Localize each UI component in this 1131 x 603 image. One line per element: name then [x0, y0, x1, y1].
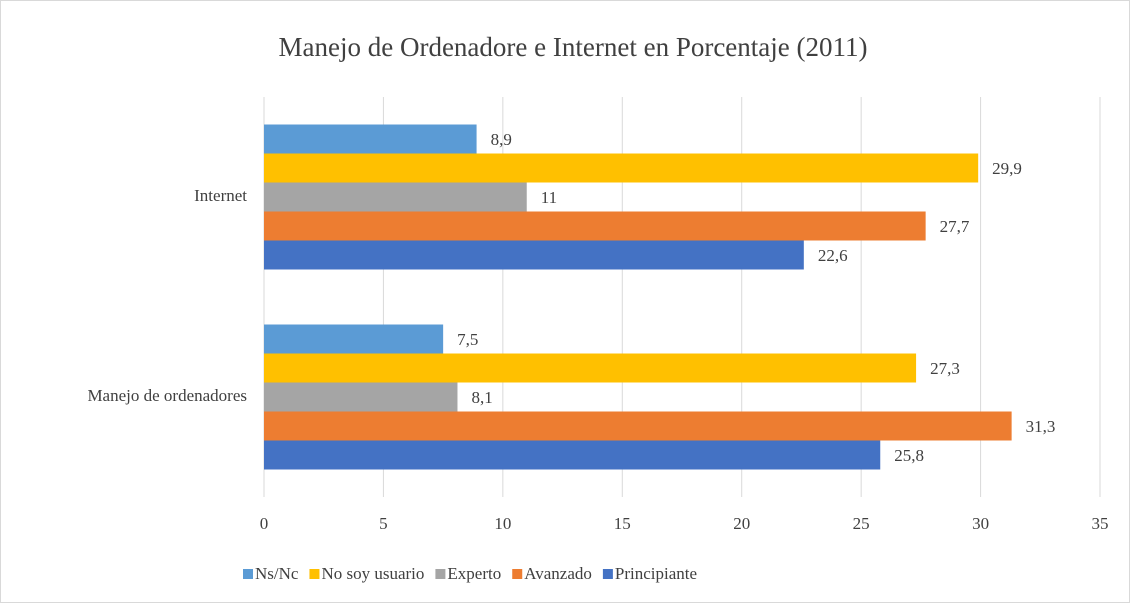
bar [264, 240, 804, 270]
x-tick-label: 35 [1092, 514, 1109, 533]
legend-swatch [435, 569, 446, 579]
bar [264, 211, 926, 241]
bar [264, 411, 1012, 441]
data-label: 29,9 [992, 159, 1022, 178]
data-label: 11 [541, 188, 557, 207]
data-label: 27,7 [940, 217, 970, 236]
bar [264, 353, 917, 383]
x-tick-label: 0 [260, 514, 269, 533]
x-tick-label: 15 [614, 514, 631, 533]
x-tick-label: 30 [972, 514, 989, 533]
legend-label: Ns/Nc [255, 564, 299, 583]
bar [264, 440, 881, 470]
legend-swatch [512, 569, 523, 579]
legend-swatch [602, 569, 613, 579]
x-tick-label: 20 [733, 514, 750, 533]
x-tick-label: 25 [853, 514, 870, 533]
y-tick-label: Manejo de ordenadores [87, 386, 247, 405]
legend-swatch [309, 569, 320, 579]
data-label: 25,8 [894, 446, 924, 465]
legend-label: Experto [447, 564, 501, 583]
bar [264, 153, 979, 183]
data-label: 7,5 [457, 330, 478, 349]
legend-label: Principiante [615, 564, 697, 583]
legend-swatch [243, 569, 253, 579]
x-tick-label: 5 [379, 514, 388, 533]
chart-title: Manejo de Ordenadore e Internet en Porce… [279, 32, 868, 62]
bar [264, 124, 477, 154]
bar [264, 382, 458, 412]
data-label: 8,9 [491, 130, 512, 149]
data-label: 27,3 [930, 359, 960, 378]
legend-label: Avanzado [524, 564, 592, 583]
data-label: 22,6 [818, 246, 848, 265]
data-label: 31,3 [1026, 417, 1056, 436]
data-label: 8,1 [471, 388, 492, 407]
bar [264, 182, 527, 212]
y-tick-label: Internet [194, 186, 247, 205]
x-tick-label: 10 [494, 514, 511, 533]
bar [264, 324, 444, 354]
legend-label: No soy usuario [321, 564, 424, 583]
